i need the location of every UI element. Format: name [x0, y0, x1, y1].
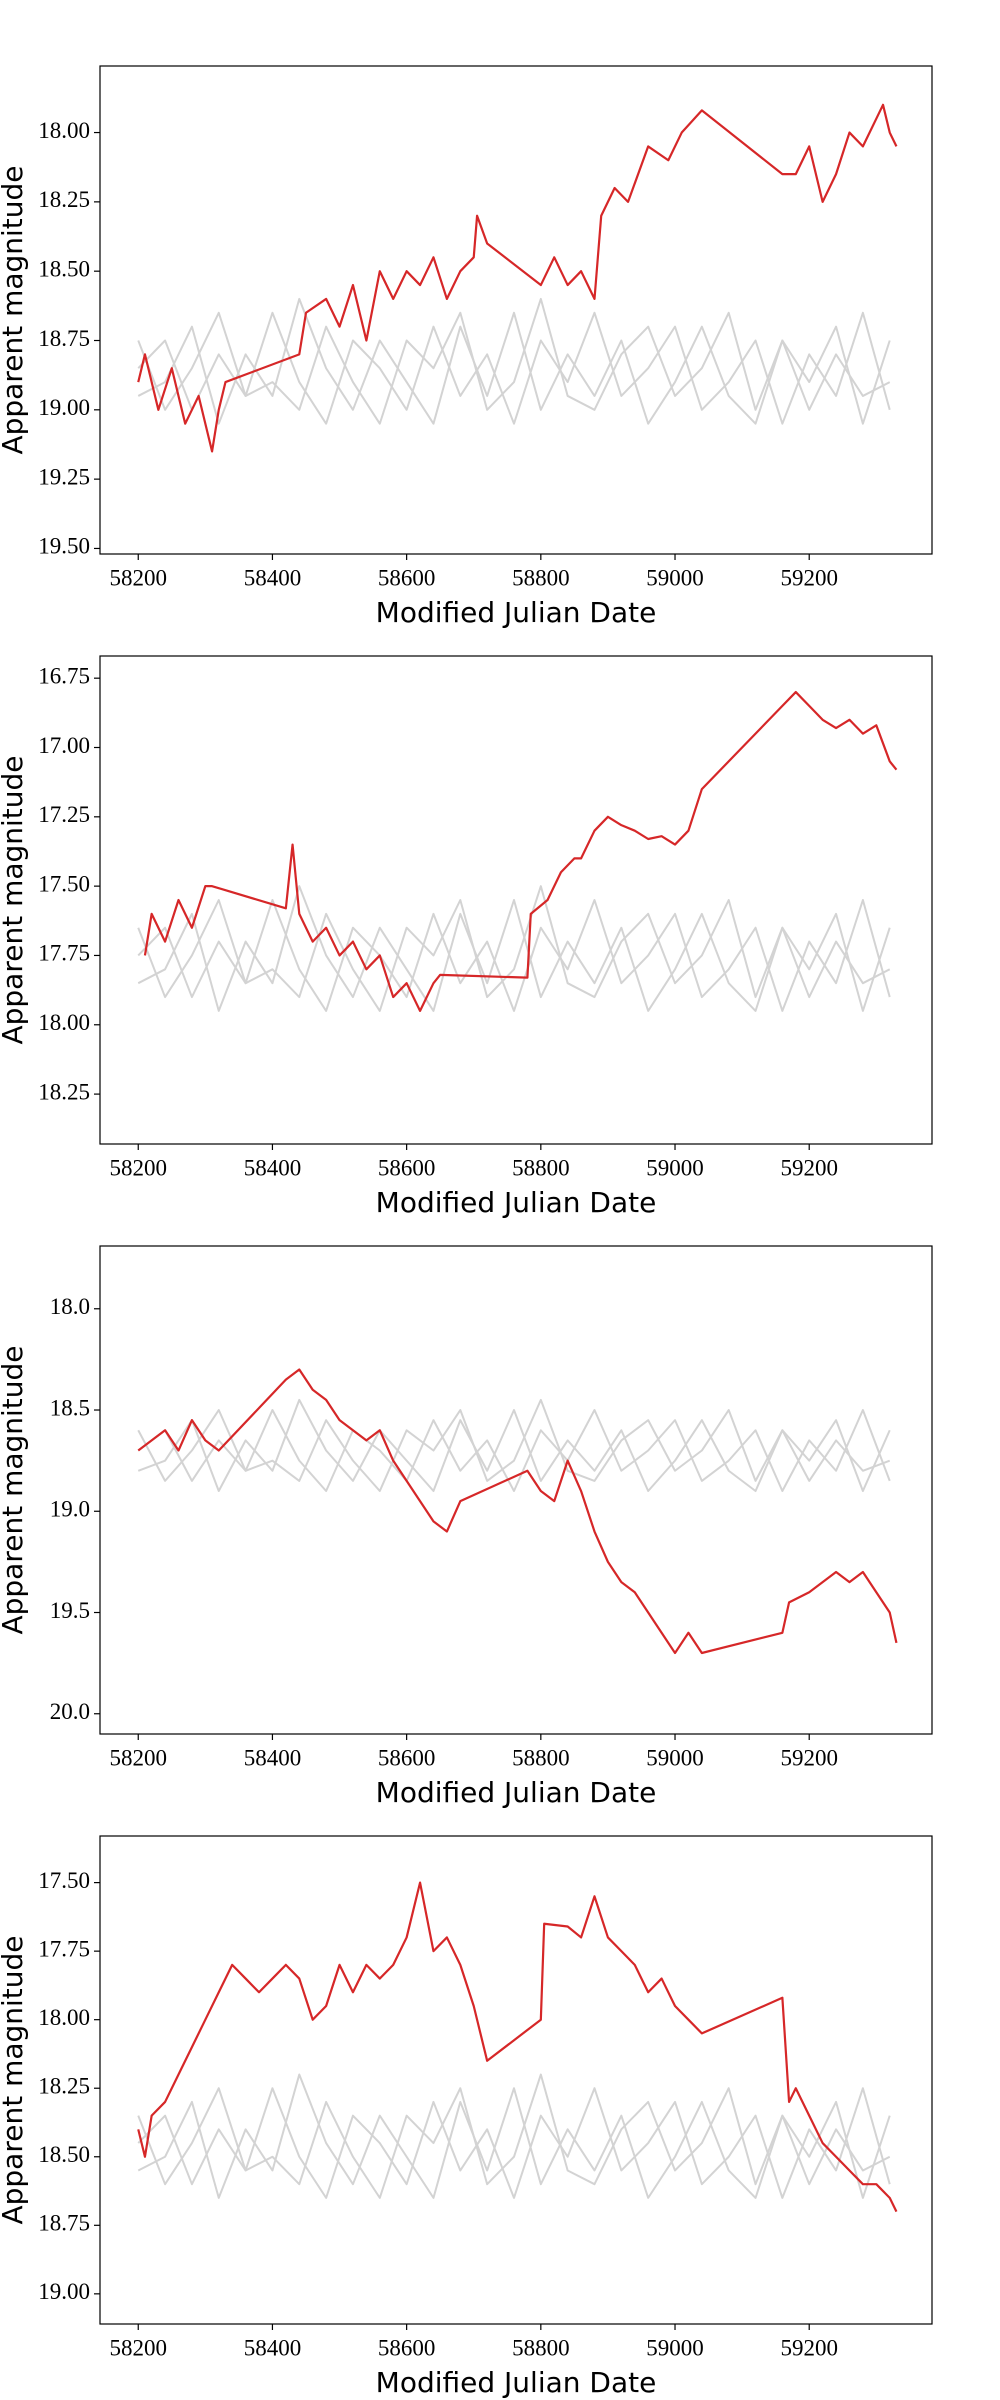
light-curve	[137, 103, 898, 453]
x-axis-label: Modified Julian Date	[376, 1186, 657, 1219]
light-curve	[137, 1398, 891, 1493]
panel: 58200 58400 58600 58800 59000 59200 18.0 18.5 19…	[0, 1245, 933, 1809]
light-curve	[137, 2073, 891, 2199]
y-tick-label: 18.50	[38, 256, 90, 281]
light-curve	[137, 2073, 891, 2199]
y-axis-label: Apparent magnitude	[0, 165, 29, 454]
y-tick-label: 17.75	[38, 941, 90, 966]
x-tick-label: 58400	[244, 1745, 302, 1770]
y-tick-label: 19.00	[38, 395, 90, 420]
y-tick-label: 17.50	[38, 871, 90, 896]
x-tick-label: 58400	[244, 565, 302, 590]
x-axis-label: Modified Julian Date	[376, 1776, 657, 1809]
x-tick-label: 58200	[109, 2335, 167, 2360]
x-tick-label: 59000	[646, 1745, 704, 1770]
y-tick-label: 19.5	[50, 1598, 90, 1623]
x-tick-label: 58800	[512, 1155, 570, 1180]
x-tick-label: 58800	[512, 565, 570, 590]
y-tick-label: 17.00	[38, 733, 90, 758]
light-curve	[137, 311, 891, 425]
panel: 58200 58400 58600 58800 59000 59200 18.00 18.25…	[0, 65, 933, 629]
y-axis-label: Apparent magnitude	[0, 755, 29, 1044]
light-curve	[137, 297, 891, 425]
y-tick-label: 18.25	[38, 1079, 90, 1104]
x-tick-label: 58600	[378, 2335, 436, 2360]
x-tick-label: 58600	[378, 565, 436, 590]
x-tick-label: 58800	[512, 1745, 570, 1770]
light-curve	[137, 1398, 891, 1493]
y-tick-label: 17.25	[38, 802, 90, 827]
y-tick-label: 18.50	[38, 2142, 90, 2167]
y-axis-label: Apparent magnitude	[0, 1345, 29, 1634]
y-tick-label: 16.75	[38, 663, 90, 688]
x-tick-label: 58400	[244, 1155, 302, 1180]
light-curve	[137, 1368, 898, 1655]
plot-frame	[99, 65, 933, 555]
y-tick-label: 17.50	[38, 1868, 90, 1893]
light-curve	[137, 885, 891, 1012]
y-tick-label: 18.00	[38, 2005, 90, 2030]
x-tick-label: 58200	[109, 565, 167, 590]
light-curve	[137, 1881, 898, 2213]
x-tick-label: 58600	[378, 1155, 436, 1180]
x-tick-label: 58400	[244, 2335, 302, 2360]
x-tick-label: 59000	[646, 565, 704, 590]
y-tick-label: 18.0	[50, 1294, 90, 1319]
x-tick-label: 59200	[780, 1155, 838, 1180]
y-tick-label: 18.00	[38, 118, 90, 143]
y-tick-label: 18.75	[38, 2211, 90, 2236]
y-tick-label: 19.00	[38, 2279, 90, 2304]
light-curve	[137, 885, 891, 1012]
y-tick-label: 18.25	[38, 187, 90, 212]
x-tick-label: 59200	[780, 565, 838, 590]
x-tick-label: 58200	[109, 1155, 167, 1180]
light-curve	[143, 690, 898, 1013]
x-tick-label: 59000	[646, 2335, 704, 2360]
y-tick-label: 18.25	[38, 2074, 90, 2099]
x-tick-label: 58800	[512, 2335, 570, 2360]
y-tick-label: 19.25	[38, 464, 90, 489]
light-curve	[137, 297, 891, 425]
y-tick-label: 19.50	[38, 534, 90, 559]
panel: 58200 58400 58600 58800 59000 59200 16.75 17.00…	[0, 655, 933, 1219]
x-tick-label: 59200	[780, 1745, 838, 1770]
x-tick-label: 58600	[378, 1745, 436, 1770]
x-tick-label: 59000	[646, 1155, 704, 1180]
x-tick-label: 58200	[109, 1745, 167, 1770]
y-tick-label: 18.5	[50, 1395, 90, 1420]
y-tick-label: 20.0	[50, 1699, 90, 1724]
y-axis-label: Apparent magnitude	[0, 1935, 29, 2224]
plot-frame	[99, 1835, 933, 2325]
light-curve	[137, 899, 891, 1012]
y-tick-label: 19.0	[50, 1497, 90, 1522]
y-tick-label: 17.75	[38, 1936, 90, 1961]
y-tick-label: 18.75	[38, 326, 90, 351]
x-axis-label: Modified Julian Date	[376, 596, 657, 629]
plot-frame	[99, 1245, 933, 1735]
x-axis-label: Modified Julian Date	[376, 2366, 657, 2399]
plot-frame	[99, 655, 933, 1145]
y-tick-label: 18.00	[38, 1010, 90, 1035]
x-tick-label: 59200	[780, 2335, 838, 2360]
light-curve	[137, 1409, 891, 1493]
panel: 58200 58400 58600 58800 59000 59200 17.50 17.75…	[0, 1835, 933, 2399]
light-curve	[137, 2087, 891, 2199]
